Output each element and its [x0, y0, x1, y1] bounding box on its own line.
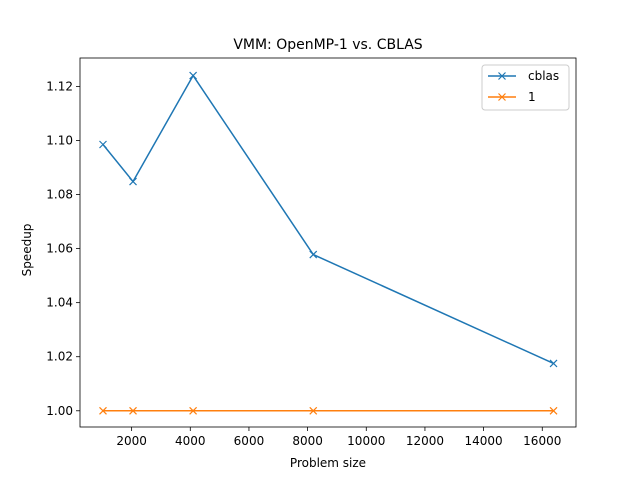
x-tick-label: 16000	[523, 434, 561, 448]
plot-area: 2000 4000 6000 8000 10000 12000 14000 16000 1.00…	[46, 57, 577, 448]
data-point-1	[309, 406, 318, 415]
y-tick-label: 1.04	[46, 296, 73, 310]
y-tick-label: 1.10	[46, 133, 73, 147]
data-point-cblas	[99, 140, 107, 149]
chart-title: VMM: OpenMP-1 vs. CBLAS	[233, 37, 422, 53]
x-axis-label: Problem size	[290, 456, 366, 470]
data-point-1	[99, 406, 107, 415]
y-axis-label: Speedup	[20, 224, 34, 277]
data-point-1	[189, 406, 198, 415]
data-point-1	[129, 406, 137, 415]
legend-label-1: 1	[528, 90, 536, 104]
data-point-cblas	[189, 71, 198, 80]
y-tick-label: 1.06	[46, 242, 73, 256]
x-tick-label: 10000	[347, 434, 385, 448]
x-tick-label: 8000	[292, 434, 323, 448]
y-tick-label: 1.08	[46, 188, 73, 202]
legend-label-cblas: cblas	[528, 69, 559, 83]
legend-marker-1	[498, 93, 506, 101]
data-point-cblas	[129, 177, 137, 186]
x-tick-label: 6000	[234, 434, 265, 448]
axes-frame	[79, 57, 577, 428]
data-point-cblas	[549, 359, 558, 368]
legend-marker-cblas	[498, 72, 506, 80]
x-tick-label: 12000	[406, 434, 444, 448]
y-tick-label: 1.00	[46, 404, 73, 418]
y-tick-label: 1.12	[46, 79, 73, 93]
data-point-1	[549, 406, 558, 415]
data-point-cblas	[309, 250, 318, 259]
x-tick-label: 14000	[465, 434, 503, 448]
x-tick-label: 2000	[116, 434, 147, 448]
y-tick-label: 1.02	[46, 350, 73, 364]
x-tick-label: 4000	[175, 434, 206, 448]
